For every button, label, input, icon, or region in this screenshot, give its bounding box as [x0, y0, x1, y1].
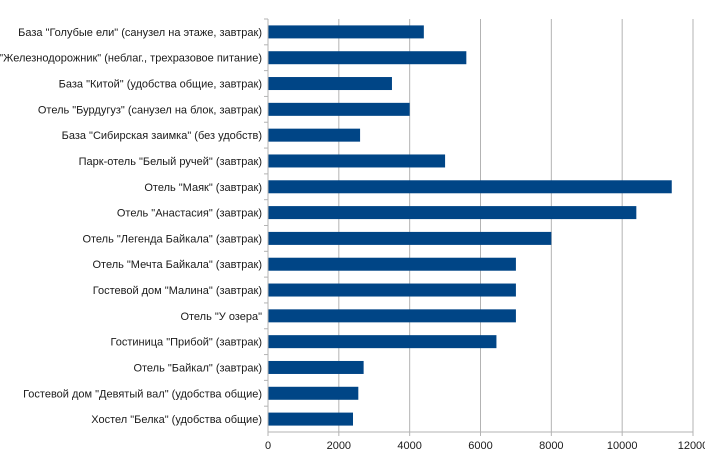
bar	[268, 257, 516, 271]
x-tick-label: 6000	[468, 440, 492, 452]
category-label: Гостевой дом "Девятый вал" (удобства общ…	[23, 388, 262, 400]
category-label: Отель "Байкал" (завтрак)	[133, 362, 262, 374]
bar	[268, 154, 446, 168]
x-tick-label: 10000	[607, 440, 638, 452]
category-label: База "Китой" (удобства общие, завтрак)	[59, 79, 262, 91]
category-labels: База "Голубые ели" (санузел на этаже, за…	[0, 27, 262, 426]
axes	[264, 18, 694, 436]
bar	[268, 360, 364, 374]
bar	[268, 51, 467, 65]
category-label: Отель "У озера"	[180, 311, 262, 323]
x-tick-label: 0	[265, 440, 271, 452]
bars	[268, 25, 672, 426]
category-label: Хостел "Белка" (удобства общие)	[91, 414, 262, 426]
category-label: Отель "Мечта Байкала" (завтрак)	[92, 259, 262, 271]
x-tick-label: 2000	[327, 440, 351, 452]
category-label: Парк-отель "Белый ручей" (завтрак)	[79, 156, 262, 168]
category-label: База "Голубые ели" (санузел на этаже, за…	[18, 27, 262, 39]
x-tick-label: 4000	[397, 440, 421, 452]
bar	[268, 102, 410, 116]
category-label: Гостевой дом "Малина" (завтрак)	[93, 285, 262, 297]
bar	[268, 206, 637, 220]
bar	[268, 283, 516, 297]
bar	[268, 25, 424, 39]
bar	[268, 128, 361, 142]
category-label: Отель "Маяк" (завтрак)	[144, 182, 262, 194]
category-label: Отель "Бурдугуз" (санузел на блок, завтр…	[38, 104, 262, 116]
bar	[268, 77, 392, 91]
category-label: База "Сибирская заимка" (без удобств)	[62, 130, 262, 142]
x-tick-labels: 0 2000 4000 6000 8000 10000 12000	[265, 440, 705, 452]
bar	[268, 309, 516, 323]
x-tick-label: 8000	[539, 440, 563, 452]
category-label: Отель "Анастасия" (завтрак)	[117, 208, 262, 220]
bar	[268, 180, 672, 194]
bar	[268, 412, 353, 426]
category-label: "Железнодорожник" (неблаг., трехразовое …	[0, 53, 262, 65]
category-label: Гостиница "Прибой" (завтрак)	[111, 337, 263, 349]
category-label: Отель "Легенда Байкала" (завтрак)	[82, 233, 262, 245]
bar	[268, 231, 552, 245]
x-tick-label: 12000	[678, 440, 705, 452]
bar	[268, 335, 497, 349]
bar	[268, 386, 359, 400]
